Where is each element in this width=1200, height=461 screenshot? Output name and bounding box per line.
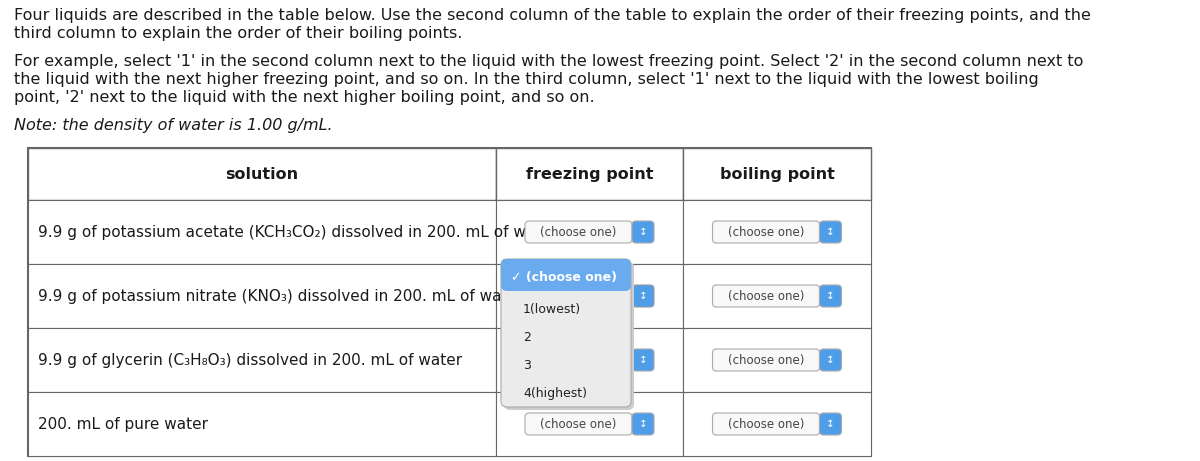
FancyBboxPatch shape [713,413,820,435]
Text: boiling point: boiling point [720,166,834,182]
Bar [28,392,496,456]
Text: point, '2' next to the liquid with the next higher boiling point, and so on.: point, '2' next to the liquid with the n… [14,90,595,105]
Text: (choose one): (choose one) [728,225,804,238]
Text: 9.9 g of glycerin (C₃H₈O₃) dissolved in 200. mL of water: 9.9 g of glycerin (C₃H₈O₃) dissolved in … [38,353,462,367]
FancyBboxPatch shape [820,413,841,435]
Bar [28,200,496,264]
FancyBboxPatch shape [526,221,632,243]
FancyBboxPatch shape [526,349,632,371]
Text: ↕: ↕ [826,419,835,429]
Bar [683,200,871,264]
Text: (choose one): (choose one) [728,354,804,366]
Bar [28,148,871,456]
Text: (choose one): (choose one) [540,418,617,431]
FancyBboxPatch shape [632,349,654,371]
Text: (choose one): (choose one) [540,225,617,238]
Text: 9.9 g of potassium nitrate (KNO₃) dissolved in 200. mL of water: 9.9 g of potassium nitrate (KNO₃) dissol… [38,289,523,303]
Text: ↕: ↕ [826,227,835,237]
Text: (choose one): (choose one) [540,354,617,366]
Bar [28,328,496,392]
Text: Four liquids are described in the table below. Use the second column of the tabl: Four liquids are described in the table … [14,8,1091,23]
FancyBboxPatch shape [526,413,632,435]
Text: ↕: ↕ [638,227,647,237]
Bar [496,392,683,456]
FancyBboxPatch shape [632,221,654,243]
Text: solution: solution [226,166,299,182]
Text: ↕: ↕ [638,355,647,365]
Text: freezing point: freezing point [526,166,653,182]
FancyBboxPatch shape [713,221,820,243]
FancyBboxPatch shape [504,262,634,410]
Text: ↕: ↕ [638,419,647,429]
Text: (choose one): (choose one) [728,290,804,302]
FancyBboxPatch shape [713,285,820,307]
Text: 4(highest): 4(highest) [523,386,587,400]
Bar [496,148,683,200]
Text: 2: 2 [523,331,530,343]
FancyBboxPatch shape [713,349,820,371]
Bar [683,264,871,328]
FancyBboxPatch shape [632,413,654,435]
Text: 200. mL of pure water: 200. mL of pure water [38,416,208,431]
FancyBboxPatch shape [526,285,632,307]
Text: 1(lowest): 1(lowest) [523,302,581,315]
Bar [683,328,871,392]
Bar [496,264,683,328]
Text: For example, select '1' in the second column next to the liquid with the lowest : For example, select '1' in the second co… [14,54,1084,69]
Text: Note: the density of water is 1.00 g/mL.: Note: the density of water is 1.00 g/mL. [14,118,332,133]
Text: ✓ (choose one): ✓ (choose one) [511,271,617,284]
Text: 9.9 g of potassium acetate (KCH₃CO₂) dissolved in 200. mL of water: 9.9 g of potassium acetate (KCH₃CO₂) dis… [38,225,557,240]
Bar [28,264,496,328]
Bar [496,328,683,392]
FancyBboxPatch shape [820,349,841,371]
FancyBboxPatch shape [820,285,841,307]
Text: ↕: ↕ [826,291,835,301]
Text: ✓ (choose one): ✓ (choose one) [529,290,629,302]
Text: 3: 3 [523,359,530,372]
Bar [683,148,871,200]
Bar [496,200,683,264]
Text: the liquid with the next higher freezing point, and so on. In the third column, : the liquid with the next higher freezing… [14,72,1039,87]
FancyBboxPatch shape [632,285,654,307]
Text: third column to explain the order of their boiling points.: third column to explain the order of the… [14,26,462,41]
Text: ↕: ↕ [826,355,835,365]
Text: ↕: ↕ [638,291,647,301]
FancyBboxPatch shape [502,259,631,407]
FancyBboxPatch shape [502,259,631,291]
FancyBboxPatch shape [820,221,841,243]
Text: (choose one): (choose one) [728,418,804,431]
Bar [28,148,496,200]
Bar [683,392,871,456]
